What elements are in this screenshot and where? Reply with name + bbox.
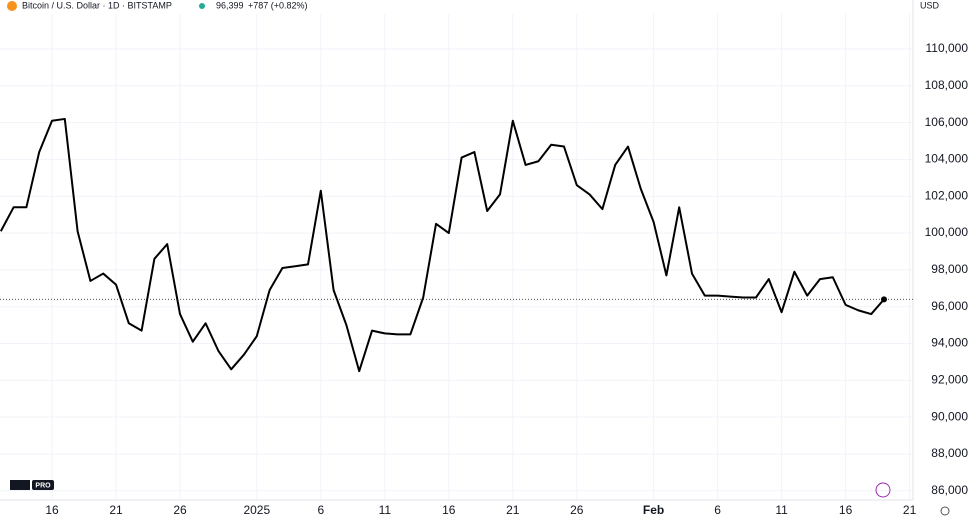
y-tick-label: 94,000 [931, 336, 968, 350]
logo [10, 480, 30, 490]
price-line-series [0, 117, 885, 373]
y-tick-label: 98,000 [931, 262, 968, 276]
y-tick-label: 110,000 [926, 41, 969, 55]
y-tick-label: 96,000 [931, 299, 968, 313]
y-tick-label: 104,000 [925, 152, 969, 166]
change: +787 (+0.82%) [248, 0, 308, 10]
x-tick-label: 6 [714, 503, 721, 517]
x-tick-label: Feb [643, 503, 664, 517]
x-tick-label: 16 [45, 503, 59, 517]
logo-badge [32, 480, 54, 490]
x-tick-label: 11 [379, 503, 392, 517]
y-tick-label: 86,000 [931, 483, 968, 497]
last-price: 96,399 [216, 0, 244, 10]
x-tick-label: 21 [109, 503, 123, 517]
x-tick-label: 16 [442, 503, 456, 517]
logo-text: PRO [35, 482, 51, 489]
y-tick-label: 102,000 [925, 188, 969, 202]
icon [875, 482, 891, 498]
y-tick-label: 108,000 [925, 78, 969, 92]
x-tick-label: 26 [570, 503, 584, 517]
x-tick-label: 6 [317, 503, 324, 517]
x-tick-label: 11 [775, 503, 788, 517]
x-tick-label: 21 [506, 503, 520, 517]
symbol: Bitcoin / U.S. Dollar · 1D · BITSTAMP [22, 0, 172, 10]
y-tick-label: 100,000 [925, 225, 969, 239]
x-tick-label: 2025 [243, 503, 270, 517]
x-tick-label: 26 [173, 503, 187, 517]
currency: USD [920, 0, 940, 10]
status-dot [199, 3, 205, 9]
y-tick-label: 92,000 [931, 373, 968, 387]
y-tick-label: 106,000 [925, 115, 969, 129]
y-tick-label: 88,000 [931, 446, 968, 460]
settings-icon[interactable] [940, 506, 950, 516]
x-tick-label: 16 [839, 503, 853, 517]
last-point [881, 296, 887, 303]
y-tick-label: 90,000 [931, 409, 968, 423]
x-tick-label: 21 [903, 503, 917, 517]
btc-icon [7, 1, 17, 11]
